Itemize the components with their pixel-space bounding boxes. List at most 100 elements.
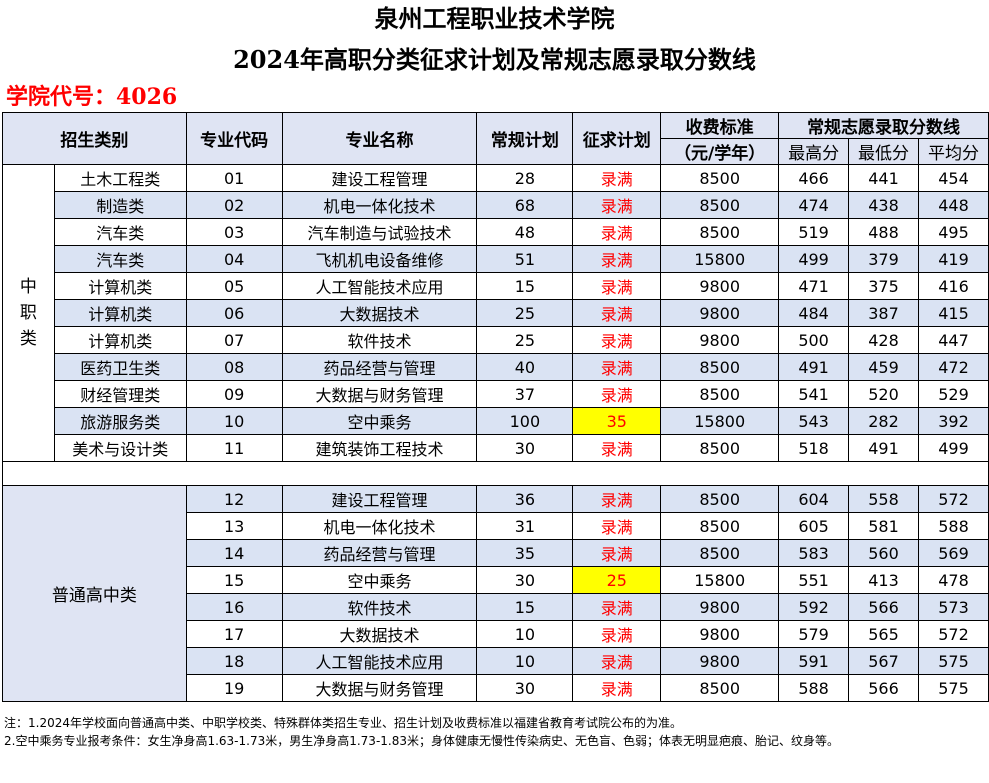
- major-name: 人工智能技术应用: [281, 647, 478, 675]
- title-line-2: 2024年高职分类征求计划及常规志愿录取分数线: [233, 45, 756, 74]
- regular-plan: 31: [476, 512, 574, 540]
- min-score: 441: [848, 164, 919, 192]
- group-label-char: 职: [19, 303, 37, 323]
- min-score: 387: [848, 299, 919, 327]
- min-score: 491: [848, 434, 919, 462]
- avg-score: 454: [917, 164, 989, 192]
- fee: 9800: [660, 299, 780, 327]
- supplement-plan: 录满: [572, 218, 662, 246]
- admission-table: 招生类别 专业代码 专业名称 常规计划 征求计划 收费标准 常规志愿录取分数线 …: [2, 112, 989, 702]
- fee: 15800: [660, 245, 780, 273]
- table-row: 16 软件技术 15 录满 9800 592 566 573: [3, 593, 989, 621]
- regular-plan: 28: [476, 164, 574, 192]
- avg-score: 472: [917, 353, 989, 381]
- major-name: 药品经营与管理: [281, 353, 478, 381]
- college-code: 学院代号：4026: [6, 84, 178, 110]
- header-min: 最低分: [848, 138, 919, 165]
- supplement-plan: 录满: [572, 380, 662, 408]
- major-code: 17: [185, 620, 283, 648]
- fee: 8500: [660, 191, 780, 219]
- table-row: 汽车类 04 飞机机电设备维修 51 录满 15800 499 379 419: [3, 245, 989, 273]
- avg-score: 569: [917, 539, 989, 567]
- table-row: 旅游服务类 10 空中乘务 100 35 15800 543 282 392: [3, 407, 989, 435]
- sub-category: 制造类: [53, 191, 187, 219]
- major-code: 19: [185, 674, 283, 702]
- min-score: 520: [848, 380, 919, 408]
- header-max: 最高分: [778, 138, 850, 165]
- title-line-1: 泉州工程职业技术学院: [374, 4, 615, 33]
- max-score: 474: [778, 191, 850, 219]
- table-row: 财经管理类 09 大数据与财务管理 37 录满 8500 541 520 529: [3, 380, 989, 408]
- sub-category: 医药卫生类: [53, 353, 187, 381]
- regular-plan: 68: [476, 191, 574, 219]
- min-score: 438: [848, 191, 919, 219]
- min-score: 282: [848, 407, 919, 435]
- avg-score: 448: [917, 191, 989, 219]
- major-code: 09: [185, 380, 283, 408]
- note-1: 注：1.2024年学校面向普通高中类、中职学校类、特殊群体类招生专业、招生计划及…: [4, 716, 682, 730]
- regular-plan: 25: [476, 299, 574, 327]
- major-code: 12: [185, 485, 283, 513]
- regular-plan: 15: [476, 593, 574, 621]
- major-code: 04: [185, 245, 283, 273]
- table-row: 计算机类 05 人工智能技术应用 15 录满 9800 471 375 416: [3, 272, 989, 300]
- max-score: 583: [778, 539, 850, 567]
- major-name: 空中乘务: [281, 566, 478, 594]
- header-score-group: 常规志愿录取分数线: [778, 112, 989, 139]
- regular-plan: 51: [476, 245, 574, 273]
- supplement-plan: 录满: [572, 353, 662, 381]
- spacer-cell: [2, 461, 989, 486]
- supplement-plan: 录满: [572, 539, 662, 567]
- major-code: 02: [185, 191, 283, 219]
- table-row: 汽车类 03 汽车制造与试验技术 48 录满 8500 519 488 495: [3, 218, 989, 246]
- header-row-1: 招生类别 专业代码 专业名称 常规计划 征求计划 收费标准 常规志愿录取分数线: [2, 112, 989, 165]
- avg-score: 495: [917, 218, 989, 246]
- table-row: 13 机电一体化技术 31 录满 8500 605 581 588: [3, 512, 989, 540]
- header-avg: 平均分: [917, 138, 989, 165]
- regular-plan: 15: [476, 272, 574, 300]
- sub-category: 汽车类: [53, 245, 187, 273]
- major-code: 05: [185, 272, 283, 300]
- header-row-2: （元/学年） 最高分 最低分 平均分: [3, 138, 989, 165]
- avg-score: 573: [917, 593, 989, 621]
- max-score: 500: [778, 326, 850, 354]
- table-row: 计算机类 06 大数据技术 25 录满 9800 484 387 415: [3, 299, 989, 327]
- avg-score: 572: [917, 485, 989, 513]
- major-code: 18: [185, 647, 283, 675]
- supplement-plan: 录满: [572, 245, 662, 273]
- sub-category: 美术与设计类: [53, 434, 187, 462]
- min-score: 488: [848, 218, 919, 246]
- max-score: 551: [778, 566, 850, 594]
- max-score: 579: [778, 620, 850, 648]
- min-score: 379: [848, 245, 919, 273]
- table-row: 18 人工智能技术应用 10 录满 9800 591 567 575: [3, 647, 989, 675]
- regular-plan: 30: [476, 566, 574, 594]
- header-category: 招生类别: [2, 112, 187, 165]
- supplement-plan: 录满: [572, 485, 662, 513]
- supplement-plan: 录满: [572, 326, 662, 354]
- note-2: 2.空中乘务专业报考条件：女生净身高1.63-1.73米，男生净身高1.73-1…: [4, 734, 839, 748]
- regular-plan: 30: [476, 674, 574, 702]
- fee: 15800: [660, 566, 780, 594]
- major-name: 软件技术: [281, 326, 478, 354]
- major-code: 03: [185, 218, 283, 246]
- fee: 8500: [660, 485, 780, 513]
- regular-plan: 25: [476, 326, 574, 354]
- major-code: 06: [185, 299, 283, 327]
- header-fee-line1: 收费标准: [660, 112, 780, 139]
- major-name: 空中乘务: [281, 407, 478, 435]
- supplement-plan: 录满: [572, 272, 662, 300]
- avg-score: 575: [917, 647, 989, 675]
- sub-category: 汽车类: [53, 218, 187, 246]
- group-label-secondary-vocational: 中职类: [2, 164, 55, 462]
- sub-category: 计算机类: [53, 272, 187, 300]
- min-score: 428: [848, 326, 919, 354]
- regular-plan: 10: [476, 620, 574, 648]
- fee: 8500: [660, 164, 780, 192]
- fee: 8500: [660, 353, 780, 381]
- max-score: 484: [778, 299, 850, 327]
- major-code: 14: [185, 539, 283, 567]
- min-score: 581: [848, 512, 919, 540]
- fee: 8500: [660, 539, 780, 567]
- supplement-plan: 录满: [572, 620, 662, 648]
